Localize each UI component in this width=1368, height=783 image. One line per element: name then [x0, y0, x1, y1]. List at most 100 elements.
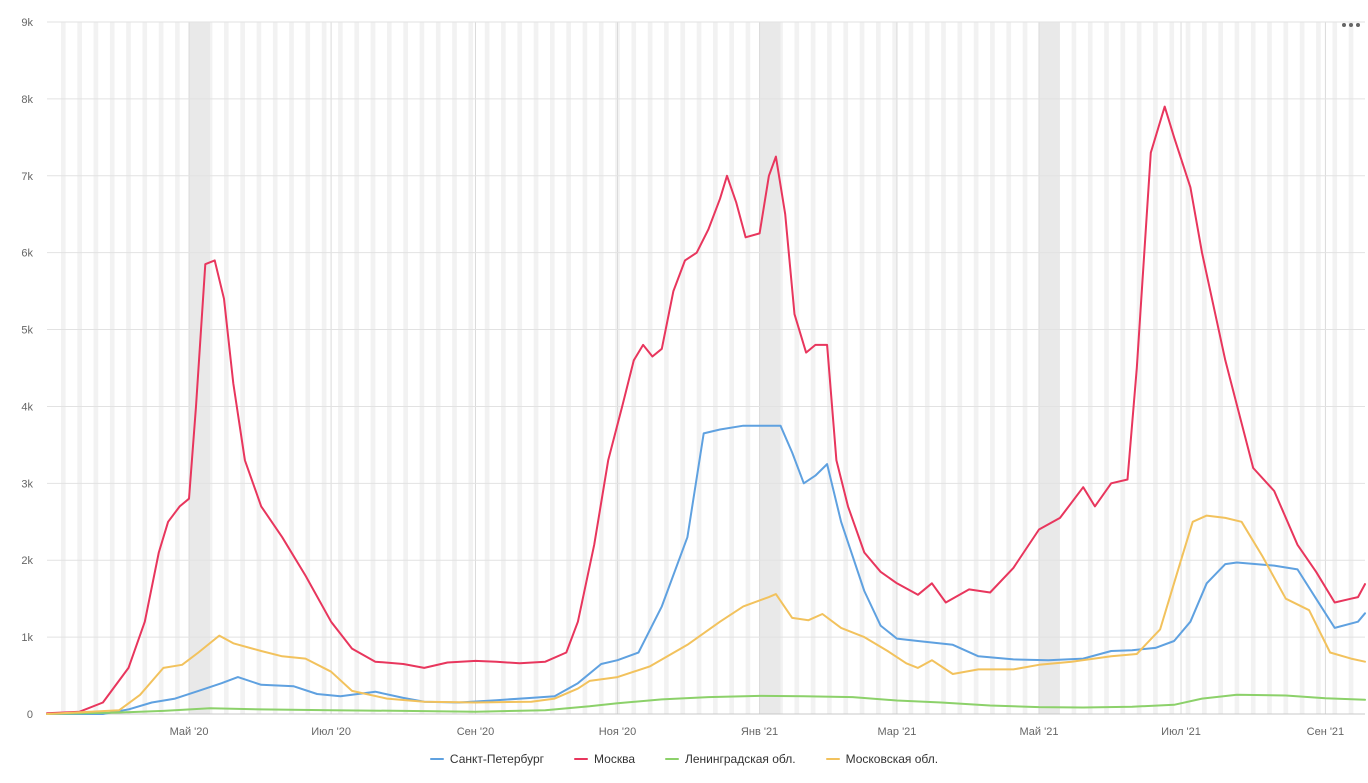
- y-tick-label: 8k: [21, 94, 33, 106]
- weekend-band: [1201, 22, 1207, 714]
- weekend-band: [729, 22, 734, 714]
- weekend-band: [1299, 22, 1305, 714]
- legend-item[interactable]: Московская обл.: [825, 752, 939, 766]
- weekend-band: [1006, 22, 1012, 714]
- weekend-band: [664, 22, 669, 714]
- weekend-band: [403, 22, 408, 714]
- menu-dot-icon: [1342, 23, 1346, 27]
- weekend-band: [386, 22, 392, 714]
- weekend-band: [1283, 22, 1289, 714]
- weekend-band: [1185, 22, 1191, 714]
- weekend-band: [1348, 22, 1354, 714]
- legend-item[interactable]: Санкт-Петербург: [429, 752, 544, 766]
- weekend-band: [680, 22, 686, 714]
- legend-swatch: [825, 758, 840, 760]
- y-tick-label: 9k: [21, 17, 33, 29]
- weekend-band: [158, 22, 164, 714]
- weekend-band: [696, 22, 702, 714]
- x-tick-label: Ноя '20: [599, 726, 636, 738]
- series-lines[interactable]: [46, 105, 1366, 715]
- weekend-band: [712, 22, 718, 714]
- horizontal-gridlines: [47, 21, 1365, 715]
- highlight-band: [759, 22, 781, 714]
- menu-dot-icon: [1349, 23, 1353, 27]
- weekend-band: [549, 22, 555, 714]
- series-line-1[interactable]: [46, 105, 1366, 715]
- highlight-band: [1038, 22, 1060, 714]
- y-tick-label: 5k: [21, 325, 33, 337]
- weekend-band: [207, 22, 213, 714]
- legend-swatch: [574, 758, 589, 760]
- series-line-2[interactable]: [46, 693, 1366, 715]
- weekend-band: [223, 22, 229, 714]
- weekend-band: [126, 22, 131, 714]
- weekend-band: [175, 22, 180, 714]
- legend-swatch: [665, 758, 679, 760]
- weekend-band: [1169, 22, 1175, 714]
- x-tick-label: Янв '21: [741, 726, 778, 738]
- weekend-band: [566, 22, 571, 714]
- y-axis-labels: 0 1k 2k 3k 4k 5k 6k 7k 8k 9k: [21, 17, 33, 721]
- x-tick-label: Сен '20: [457, 726, 495, 738]
- weekend-band: [843, 22, 849, 714]
- x-tick-label: Июл '20: [311, 726, 351, 738]
- weekend-band: [745, 22, 751, 714]
- weekend-band: [1316, 22, 1321, 714]
- weekend-band: [60, 22, 66, 714]
- weekend-band: [484, 22, 490, 714]
- weekend-band: [1218, 22, 1223, 714]
- weekend-band: [859, 22, 865, 714]
- series-line-3[interactable]: [46, 514, 1366, 715]
- weekend-band: [1022, 22, 1028, 714]
- weekend-band: [1087, 22, 1093, 714]
- highlight-band: [189, 22, 211, 714]
- weekend-band: [517, 22, 523, 714]
- weekend-band: [1267, 22, 1272, 714]
- weekend-band: [77, 22, 82, 714]
- x-tick-label: Май '20: [170, 726, 209, 738]
- weekend-band: [973, 22, 979, 714]
- weekend-band: [892, 22, 897, 714]
- legend-label: Ленинградская обл.: [685, 752, 796, 766]
- weekend-band: [1332, 22, 1338, 714]
- weekend-band: [452, 22, 457, 714]
- weekend-band: [338, 22, 343, 714]
- weekend-band: [435, 22, 441, 714]
- legend-swatch: [429, 758, 444, 760]
- weekend-band: [501, 22, 506, 714]
- vertical-gridlines: [188, 22, 1326, 714]
- weekend-band: [1153, 22, 1158, 714]
- weekend-band: [93, 22, 99, 714]
- weekend-band: [875, 22, 881, 714]
- weekend-band: [598, 22, 604, 714]
- legend-label: Московская обл.: [845, 752, 939, 766]
- weekend-band: [370, 22, 376, 714]
- weekend-band: [109, 22, 115, 714]
- y-tick-label: 7k: [21, 171, 33, 183]
- weekend-band: [924, 22, 930, 714]
- y-tick-label: 1k: [21, 632, 33, 644]
- legend-item[interactable]: Ленинградская обл.: [665, 752, 796, 766]
- menu-dot-icon: [1356, 23, 1360, 27]
- chart-legend: Санкт-Петербург Москва Ленинградская обл. М…: [0, 752, 1368, 766]
- weekend-band: [647, 22, 653, 714]
- weekend-band: [1234, 22, 1240, 714]
- weekend-band: [1136, 22, 1142, 714]
- series-line-0[interactable]: [46, 424, 1366, 715]
- chart-menu-button[interactable]: [1342, 17, 1360, 33]
- weekend-band: [794, 22, 800, 714]
- x-tick-label: Мар '21: [877, 726, 916, 738]
- weekend-band: [354, 22, 360, 714]
- weekend-band: [941, 22, 946, 714]
- weekend-band: [321, 22, 327, 714]
- weekend-band: [631, 22, 637, 714]
- line-chart: 0 1k 2k 3k 4k 5k 6k 7k 8k 9k Май '20 Июл '20 Сен '2…: [21, 17, 1366, 738]
- legend-item[interactable]: Москва: [574, 752, 635, 766]
- weekend-band: [582, 22, 588, 714]
- weekend-band: [1104, 22, 1109, 714]
- weekend-band: [240, 22, 245, 714]
- y-tick-label: 0: [27, 709, 33, 721]
- weekend-band: [1250, 22, 1256, 714]
- weekend-band: [1071, 22, 1077, 714]
- y-tick-label: 4k: [21, 401, 33, 413]
